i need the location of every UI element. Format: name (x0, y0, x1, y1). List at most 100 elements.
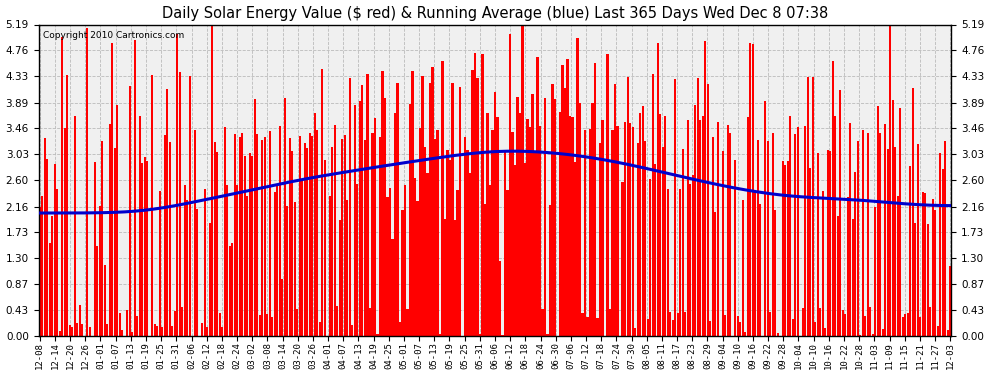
Bar (899, 108, 901, 336)
Bar (51, 216, 53, 336)
Bar (897, 196, 899, 336)
Bar (179, 72, 181, 336)
Bar (466, 150, 468, 336)
Bar (679, 189, 681, 336)
Bar (940, 153, 941, 336)
Bar (756, 140, 758, 336)
Bar (284, 98, 286, 336)
Bar (119, 314, 121, 336)
Bar (537, 57, 539, 336)
Bar (279, 126, 281, 336)
Bar (512, 132, 514, 336)
Title: Daily Solar Energy Value ($ red) & Running Average (blue) Last 365 Days Wed Dec : Daily Solar Energy Value ($ red) & Runni… (162, 6, 828, 21)
Bar (542, 309, 544, 336)
Bar (534, 152, 536, 336)
Bar (607, 54, 609, 336)
Bar (539, 126, 542, 336)
Bar (269, 130, 271, 336)
Bar (634, 328, 637, 336)
Bar (137, 315, 139, 336)
Bar (219, 313, 221, 336)
Bar (406, 309, 409, 336)
Bar (479, 334, 481, 336)
Bar (348, 78, 351, 336)
Bar (322, 69, 324, 336)
Bar (332, 147, 334, 336)
Bar (912, 88, 914, 336)
Bar (544, 98, 546, 336)
Bar (724, 315, 727, 336)
Bar (401, 210, 404, 336)
Bar (261, 140, 263, 336)
Bar (227, 184, 229, 336)
Bar (181, 307, 183, 336)
Bar (381, 71, 383, 336)
Bar (729, 132, 732, 336)
Bar (564, 88, 566, 336)
Bar (902, 316, 904, 336)
Bar (237, 185, 239, 336)
Bar (189, 76, 191, 336)
Bar (569, 116, 571, 336)
Bar (842, 310, 843, 336)
Bar (819, 308, 822, 336)
Bar (639, 113, 642, 336)
Bar (166, 89, 168, 336)
Bar (89, 327, 91, 336)
Bar (86, 28, 88, 336)
Bar (884, 124, 886, 336)
Bar (546, 333, 548, 336)
Bar (651, 74, 653, 336)
Bar (353, 105, 356, 336)
Bar (104, 266, 106, 336)
Bar (566, 59, 568, 336)
Bar (442, 61, 444, 336)
Bar (439, 333, 441, 336)
Bar (271, 317, 273, 336)
Bar (727, 125, 729, 336)
Bar (517, 97, 519, 336)
Bar (364, 140, 366, 336)
Bar (389, 188, 391, 336)
Bar (589, 129, 591, 336)
Bar (304, 142, 306, 336)
Bar (76, 323, 78, 336)
Bar (674, 79, 676, 336)
Bar (366, 74, 368, 336)
Bar (396, 83, 399, 336)
Bar (524, 163, 526, 336)
Bar (499, 261, 501, 336)
Bar (930, 307, 932, 336)
Bar (256, 134, 258, 336)
Bar (919, 317, 922, 336)
Bar (586, 317, 589, 336)
Bar (344, 135, 346, 336)
Bar (358, 101, 361, 336)
Bar (871, 334, 874, 336)
Bar (714, 212, 716, 336)
Bar (42, 196, 44, 336)
Bar (571, 117, 573, 336)
Bar (281, 279, 283, 336)
Bar (829, 151, 832, 336)
Text: Copyright 2010 Cartronics.com: Copyright 2010 Cartronics.com (44, 31, 184, 40)
Bar (206, 327, 209, 336)
Bar (376, 334, 378, 336)
Bar (812, 77, 814, 336)
Bar (529, 127, 531, 336)
Bar (481, 54, 483, 336)
Bar (742, 200, 743, 336)
Bar (861, 130, 863, 336)
Bar (329, 196, 331, 336)
Bar (522, 24, 524, 336)
Bar (129, 86, 131, 336)
Bar (751, 44, 753, 336)
Bar (559, 112, 561, 336)
Bar (784, 165, 786, 336)
Bar (289, 138, 291, 336)
Bar (476, 78, 478, 336)
Bar (642, 106, 644, 336)
Bar (294, 202, 296, 336)
Bar (161, 327, 163, 336)
Bar (702, 116, 704, 336)
